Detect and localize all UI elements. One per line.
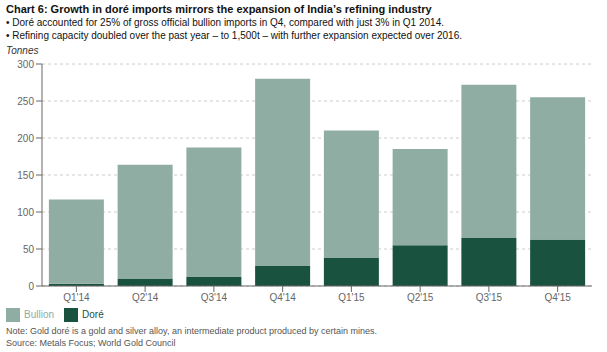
svg-text:Q3'15: Q3'15 <box>476 292 503 303</box>
html-text:Chart 6: Growth in doré import: Chart 6: Growth in doré imports mirrors … <box>6 3 432 15</box>
html-text:• Doré accounted for 25% of gr: • Doré accounted for 25% of gross offici… <box>6 17 444 28</box>
svg-text:300: 300 <box>17 59 34 70</box>
svg-text:150: 150 <box>17 170 34 181</box>
svg-text:100: 100 <box>17 207 34 218</box>
html-text:Source: Metals Focus; World Go: Source: Metals Focus; World Gold Council <box>6 338 176 348</box>
svg-text:Q4'15: Q4'15 <box>544 292 571 303</box>
html-text:• Refining capacity doubled ov: • Refining capacity doubled over the pas… <box>6 30 462 41</box>
svg-text:Q3'14: Q3'14 <box>201 292 228 303</box>
svg-text:Q1'14: Q1'14 <box>63 292 90 303</box>
svg-text:Q2'15: Q2'15 <box>407 292 434 303</box>
svg-text:200: 200 <box>17 133 34 144</box>
svg-text:Q1'15: Q1'15 <box>338 292 365 303</box>
svg-text:50: 50 <box>23 244 35 255</box>
html-text:Bullion: Bullion <box>24 308 54 320</box>
html-text:Doré: Doré <box>82 308 104 320</box>
svg-text:250: 250 <box>17 96 34 107</box>
svg-text:0: 0 <box>28 281 34 292</box>
svg-text:Q4'14: Q4'14 <box>269 292 296 303</box>
svg-text:Q2'14: Q2'14 <box>132 292 159 303</box>
html-text:Tonnes: Tonnes <box>6 45 39 56</box>
html-text:Note: Gold doré is a gold and: Note: Gold doré is a gold and silver all… <box>6 326 377 336</box>
